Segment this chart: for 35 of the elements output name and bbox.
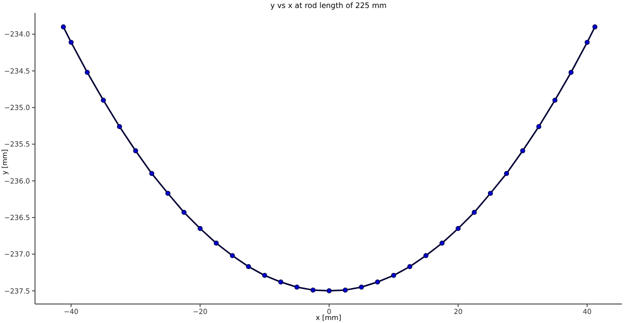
point [326,288,332,294]
point [214,240,219,246]
point [472,210,477,215]
point [584,40,590,45]
point [488,190,493,196]
point [84,70,90,75]
point [100,98,106,103]
point [391,272,396,278]
point [133,148,138,154]
point [310,288,316,293]
point [568,70,574,75]
point [60,24,66,30]
point [407,264,412,270]
point [440,240,445,246]
point [262,272,268,278]
point [278,280,284,285]
point [423,253,428,258]
point [198,226,203,231]
point [456,226,461,231]
point [165,190,170,196]
point [592,24,598,30]
point [294,284,300,290]
point [504,171,510,176]
point [246,264,252,270]
point [375,280,380,285]
point [358,284,364,290]
point [342,288,348,293]
point [520,148,526,154]
point [552,98,558,103]
point [117,124,122,130]
point [68,40,74,45]
point [536,124,542,130]
point [230,253,235,258]
point [182,210,187,215]
point [149,171,154,176]
